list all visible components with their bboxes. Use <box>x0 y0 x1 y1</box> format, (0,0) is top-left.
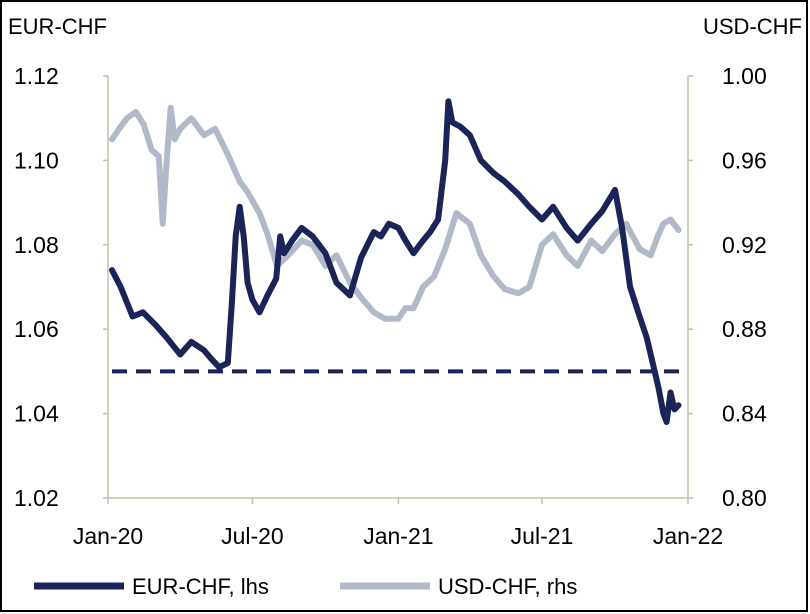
right-tick-label: 0.88 <box>722 316 767 342</box>
left-tick-label: 1.06 <box>14 316 59 342</box>
x-tick-label: Jan-20 <box>73 523 143 549</box>
right-tick-label: 0.84 <box>722 401 767 427</box>
plot-area <box>109 98 685 425</box>
axis-tick-marks <box>103 75 693 504</box>
series-line-usd-chf <box>109 104 682 322</box>
left-tick-label: 1.10 <box>14 147 59 173</box>
x-tick-label: Jan-21 <box>363 523 433 549</box>
left-tick-label: 1.12 <box>14 63 59 89</box>
right-axis-tick-labels: 0.80 0.84 0.88 0.92 0.96 1.00 <box>722 63 767 511</box>
legend: EUR-CHF, lhs USD-CHF, rhs <box>34 574 577 599</box>
left-tick-label: 1.02 <box>14 485 59 511</box>
x-tick-label: Jul-21 <box>511 523 574 549</box>
series-line-eur-chf <box>109 98 682 425</box>
right-axis-title: USD-CHF <box>703 14 802 39</box>
left-tick-label: 1.08 <box>14 232 59 258</box>
x-tick-label: Jan-22 <box>653 523 723 549</box>
x-axis-tick-labels: Jan-20 Jul-20 Jan-21 Jul-21 Jan-22 <box>73 523 723 549</box>
right-tick-label: 0.92 <box>722 232 767 258</box>
right-tick-label: 0.96 <box>722 147 767 173</box>
legend-label-eur-chf: EUR-CHF, lhs <box>132 574 269 599</box>
legend-label-usd-chf: USD-CHF, rhs <box>438 574 577 599</box>
left-axis-tick-labels: 1.02 1.04 1.06 1.08 1.10 1.12 <box>14 63 59 511</box>
left-tick-label: 1.04 <box>14 401 59 427</box>
x-tick-label: Jul-20 <box>221 523 284 549</box>
right-tick-label: 0.80 <box>722 485 767 511</box>
right-tick-label: 1.00 <box>722 63 767 89</box>
left-axis-title: EUR-CHF <box>8 14 107 39</box>
